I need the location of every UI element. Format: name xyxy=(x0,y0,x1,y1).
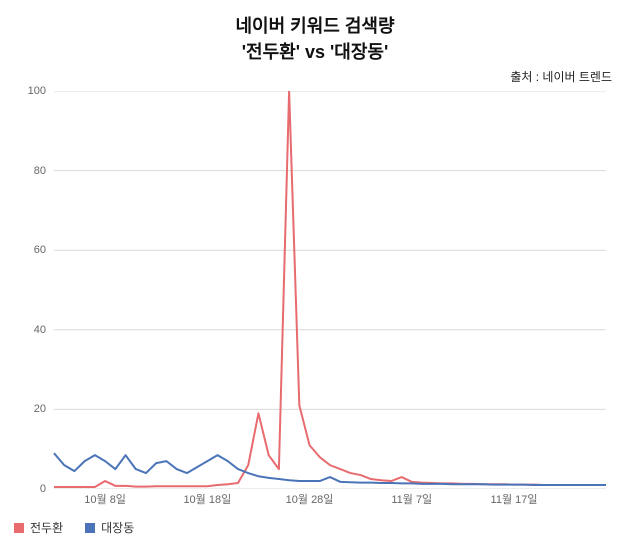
series-line-전두환 xyxy=(54,91,606,487)
legend-swatch xyxy=(14,523,24,533)
legend-item: 전두환 xyxy=(14,519,63,536)
chart-title-line1: 네이버 키워드 검색량 xyxy=(18,12,612,38)
legend-swatch xyxy=(85,523,95,533)
legend-label: 대장동 xyxy=(101,519,134,536)
source-label: 출처 : 네이버 트렌드 xyxy=(18,68,612,85)
legend-item: 대장동 xyxy=(85,519,134,536)
legend-label: 전두환 xyxy=(30,519,63,536)
series-line-대장동 xyxy=(54,453,606,485)
chart-container: 네이버 키워드 검색량 '전두환' vs '대장동' 출처 : 네이버 트렌드 … xyxy=(0,0,630,544)
x-tick-label: 11월 7일 xyxy=(391,491,432,507)
x-tick-label: 10월 28일 xyxy=(286,491,334,507)
data-lines xyxy=(18,91,606,489)
x-axis-labels: 10월 8일 10월 18일 10월 28일 11월 7일 11월 17일 xyxy=(18,491,606,509)
legend: 전두환 대장동 xyxy=(14,519,134,536)
plot-area: 020406080100 10월 8일10월 18일10월 28일11월 7일1… xyxy=(18,91,606,489)
x-tick-label: 11월 17일 xyxy=(491,491,538,507)
x-tick-label: 10월 8일 xyxy=(84,491,126,507)
title-block: 네이버 키워드 검색량 '전두환' vs '대장동' xyxy=(18,12,612,64)
chart-title-line2: '전두환' vs '대장동' xyxy=(18,38,612,64)
x-tick-label: 10월 18일 xyxy=(183,491,231,507)
